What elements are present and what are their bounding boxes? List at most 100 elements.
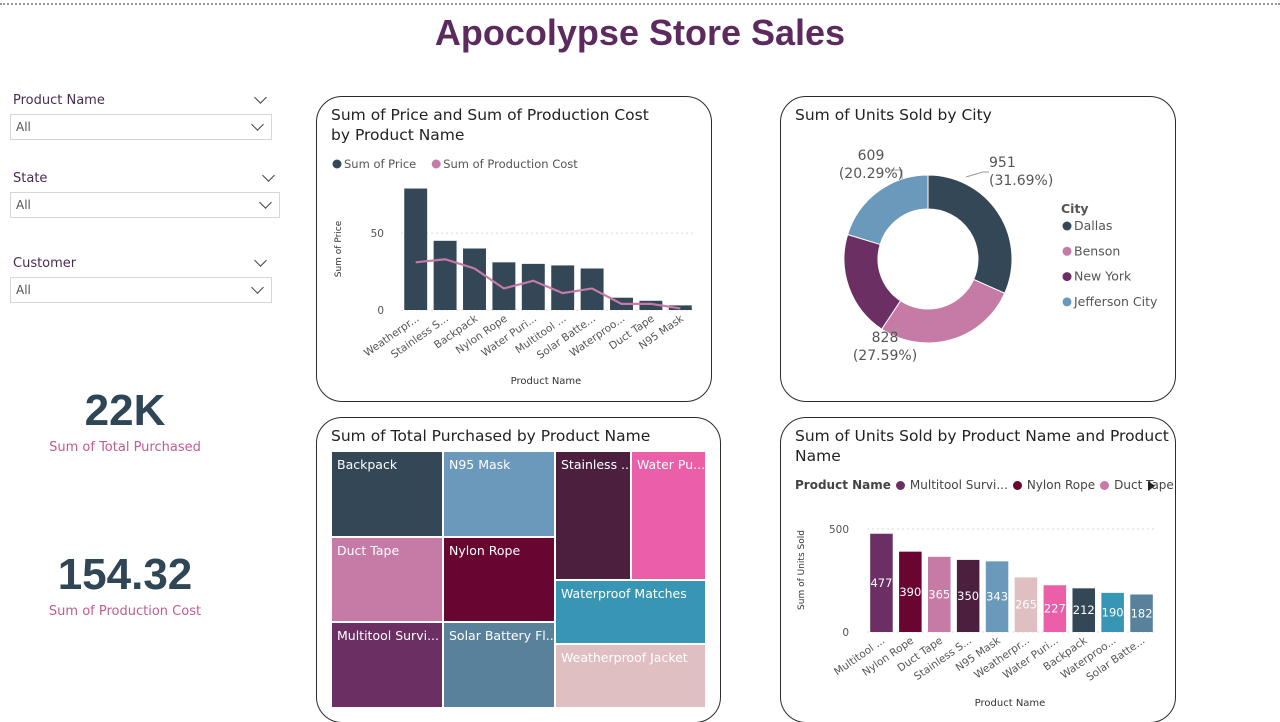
- treemap-tile[interactable]: Waterproof Matches: [555, 580, 706, 644]
- slicer-value: All: [16, 120, 31, 134]
- chart-legend[interactable]: Product Name Multitool Survi... Nylon Rop…: [795, 478, 1174, 492]
- treemap-tile-label: Waterproof Matches: [561, 586, 687, 601]
- top-divider: [0, 3, 1280, 5]
- slicer-state[interactable]: State All: [10, 168, 280, 218]
- bar-units-sold[interactable]: [1130, 594, 1153, 632]
- production-cost-line[interactable]: [415, 258, 681, 310]
- bar-units-sold[interactable]: [1043, 585, 1067, 632]
- slicer-dropdown[interactable]: All: [10, 277, 272, 303]
- slicer-label: Product Name: [13, 92, 105, 108]
- legend-label[interactable]: New York: [1074, 269, 1132, 284]
- treemap-tile[interactable]: N95 Mask: [443, 451, 555, 537]
- treemap-tile-label: Nylon Rope: [449, 543, 521, 558]
- slicer-value: All: [16, 198, 31, 212]
- slicer-value: All: [16, 283, 31, 297]
- callout-line: [889, 169, 903, 179]
- bar-price[interactable]: [463, 248, 486, 311]
- legend-label[interactable]: Multitool Survi...: [909, 478, 1008, 492]
- slicer-product-name[interactable]: Product Name All: [10, 90, 272, 140]
- legend-label[interactable]: Sum of Production Cost: [443, 157, 578, 171]
- bar-price[interactable]: [521, 263, 545, 310]
- treemap-tile-label: Backpack: [337, 457, 398, 472]
- treemap-tile[interactable]: Water Pu...: [631, 451, 706, 580]
- chevron-down-icon[interactable]: [251, 118, 264, 131]
- bar-price[interactable]: [433, 240, 457, 310]
- legend-marker[interactable]: [1062, 272, 1072, 282]
- legend-marker[interactable]: [1062, 246, 1072, 256]
- slicer-header[interactable]: Product Name: [10, 90, 272, 110]
- treemap-tile-label: Water Pu...: [637, 457, 706, 472]
- kpi-production-cost-label: Sum of Production Cost: [48, 604, 202, 619]
- chevron-down-icon[interactable]: [254, 254, 267, 267]
- bar-units-sold[interactable]: [956, 559, 980, 632]
- legend-marker[interactable]: [1062, 297, 1072, 307]
- bar-units-sold[interactable]: [1101, 592, 1124, 632]
- bar-price[interactable]: [639, 300, 663, 310]
- slice-percent-label: (20.29%): [839, 166, 903, 182]
- treemap-tile-label: Stainless ...: [561, 457, 631, 472]
- treemap-tile[interactable]: Stainless ...: [555, 451, 631, 580]
- slice-value-label: 609: [858, 148, 885, 164]
- slicer-customer[interactable]: Customer All: [10, 253, 272, 303]
- bar-data-label: 212: [1073, 603, 1095, 617]
- donut-slice[interactable]: [847, 174, 929, 246]
- legend-marker[interactable]: [1100, 480, 1110, 490]
- legend-label[interactable]: Duct Tape: [1114, 478, 1174, 492]
- bar-price[interactable]: [492, 262, 516, 310]
- treemap-tile[interactable]: Duct Tape: [331, 537, 443, 622]
- bar-units-sold[interactable]: [927, 556, 951, 632]
- bar-units-sold[interactable]: [1014, 577, 1038, 632]
- donut-slice[interactable]: [881, 278, 1006, 344]
- legend-marker[interactable]: [1012, 480, 1022, 490]
- legend-marker[interactable]: [1062, 221, 1072, 231]
- legend-next-arrow-icon[interactable]: [1148, 481, 1155, 491]
- bar-data-label: 265: [1015, 598, 1037, 612]
- city-donut-panel[interactable]: Sum of Units Sold by City 951 (31.69%) 828…: [780, 96, 1176, 402]
- y-tick-label: 0: [377, 305, 384, 317]
- chart-title: Sum of Units Sold by Product Name and Pr…: [795, 427, 1169, 465]
- slice-percent-label: (27.59%): [853, 348, 917, 364]
- bar-units-sold[interactable]: [899, 551, 922, 632]
- donut-slice[interactable]: [927, 174, 1013, 294]
- bar-data-label: 190: [1102, 605, 1124, 619]
- slice-value-label: 828: [872, 330, 899, 346]
- y-tick-label: 0: [842, 627, 849, 639]
- units-bar-panel[interactable]: Sum of Units Sold by Product Name and Pr…: [780, 417, 1176, 722]
- chart-title: Sum of Price and Sum of Production Cost …: [331, 106, 649, 144]
- legend-marker[interactable]: [431, 159, 441, 169]
- legend-marker[interactable]: [332, 159, 342, 169]
- treemap-tile-label: Multitool Survi...: [337, 628, 439, 643]
- legend-marker[interactable]: [895, 480, 905, 490]
- bar-units-sold[interactable]: [870, 533, 893, 632]
- treemap-tile[interactable]: Weatherproof Jacket: [555, 644, 706, 708]
- chevron-down-icon[interactable]: [251, 281, 264, 294]
- bar-price[interactable]: [404, 188, 428, 310]
- price-cost-chart-panel[interactable]: Sum of Price and Sum of Production Cost …: [316, 96, 712, 402]
- treemap-panel[interactable]: Sum of Total Purchased by Product Name B…: [316, 417, 721, 722]
- treemap-chart: Backpack N95 Mask Duct Tape Nylon Rope Multi…: [331, 451, 706, 708]
- treemap-tile[interactable]: Backpack: [331, 451, 443, 537]
- treemap-tile-label: Duct Tape: [337, 543, 400, 558]
- slicer-dropdown[interactable]: All: [10, 192, 280, 218]
- chevron-down-icon[interactable]: [262, 169, 275, 182]
- legend-title: Product Name: [795, 478, 891, 492]
- chevron-down-icon[interactable]: [254, 91, 267, 104]
- treemap-tile[interactable]: Nylon Rope: [443, 537, 555, 622]
- kpi-total-purchased-value: 22K: [84, 386, 166, 435]
- slicer-header[interactable]: Customer: [10, 253, 272, 273]
- bar-price[interactable]: [551, 265, 575, 310]
- legend-label[interactable]: Dallas: [1074, 218, 1112, 233]
- bar-units-sold[interactable]: [985, 561, 1009, 632]
- legend-label[interactable]: Jefferson City: [1073, 294, 1158, 309]
- legend-label[interactable]: Nylon Rope: [1026, 478, 1096, 492]
- treemap-tile[interactable]: Solar Battery Fl...: [443, 622, 555, 708]
- slicer-dropdown[interactable]: All: [10, 114, 272, 140]
- legend-label[interactable]: Sum of Price: [344, 157, 416, 171]
- bar-units-sold[interactable]: [1072, 588, 1096, 632]
- treemap-tile-label: Solar Battery Fl...: [449, 628, 555, 643]
- legend-label[interactable]: Benson: [1074, 243, 1120, 258]
- treemap-tile[interactable]: Multitool Survi...: [331, 622, 443, 708]
- slicer-header[interactable]: State: [10, 168, 280, 188]
- chevron-down-icon[interactable]: [259, 196, 272, 209]
- y-axis-label: Sum of Units Sold: [797, 530, 807, 610]
